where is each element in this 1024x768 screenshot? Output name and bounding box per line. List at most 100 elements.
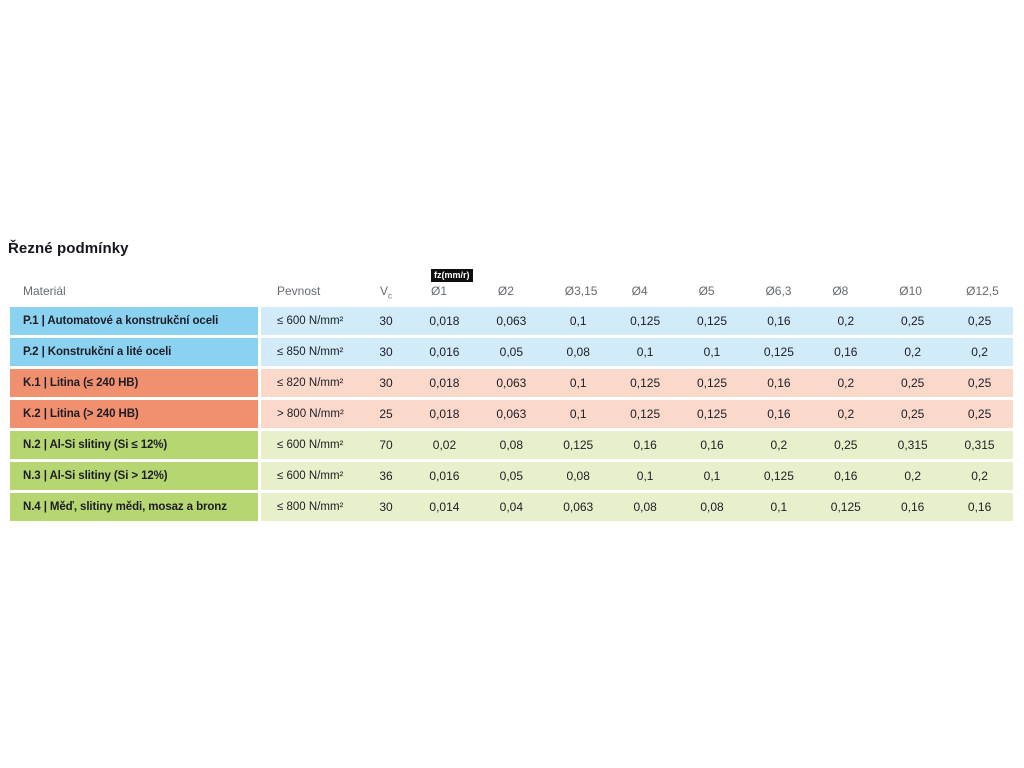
fz-value-cell: 0,014	[411, 493, 478, 521]
fz-value-cell: 0,2	[946, 462, 1014, 490]
fz-value-cell: 0,125	[611, 400, 679, 428]
header-diameter-label: Ø8	[832, 284, 849, 298]
fz-value-cell: 0,2	[812, 307, 880, 335]
header-diameter-label: Ø3,15	[564, 284, 598, 298]
fz-value-cell: 0,125	[611, 307, 679, 335]
header-diameter-5: Ø5	[679, 284, 746, 298]
header-vc: Vc	[361, 284, 411, 301]
fz-value-cell: 0,1	[678, 338, 746, 366]
fz-value-cell: 0,25	[879, 307, 947, 335]
fz-value-cell: 0,16	[812, 462, 880, 490]
column-gap	[258, 462, 261, 490]
pevnost-cell: ≤ 600 N/mm²	[261, 462, 361, 490]
pevnost-cell: ≤ 800 N/mm²	[261, 493, 361, 521]
column-gap	[258, 369, 261, 397]
fz-value-cell: 0,25	[879, 400, 947, 428]
header-diameter-label: Ø4	[631, 284, 648, 298]
header-material: Materiál	[23, 284, 66, 298]
header-diameter-label: Ø6,3	[765, 284, 792, 298]
vc-cell: 30	[361, 307, 411, 335]
column-gap	[258, 493, 261, 521]
fz-value-cell: 0,1	[611, 462, 679, 490]
cutting-conditions-table: Materiál Pevnost Vc fz(mm/r) Ø1 Ø2 Ø3,15 Ø4 Ø…	[10, 267, 1014, 521]
column-gap	[258, 307, 261, 335]
table-row: K.2 | Litina (> 240 HB) > 800 N/mm² 25 0,01…	[10, 400, 1014, 428]
table-row: N.4 | Měď, slitiny mědi, mosaz a bronz ≤ …	[10, 493, 1014, 521]
fz-value-cell: 0,063	[477, 307, 545, 335]
pevnost-cell: > 800 N/mm²	[261, 400, 361, 428]
fz-value-cell: 0,016	[411, 462, 478, 490]
material-cell: K.2 | Litina (> 240 HB)	[10, 400, 258, 428]
table-body: P.1 | Automatové a konstrukční oceli ≤ 60…	[10, 307, 1014, 521]
fz-value-cell: 0,25	[812, 431, 880, 459]
column-gap	[258, 400, 261, 428]
fz-value-cell: 0,08	[678, 493, 746, 521]
fz-value-cell: 0,16	[812, 338, 880, 366]
fz-value-cell: 0,16	[745, 307, 813, 335]
material-cell: P.2 | Konstrukční a lité oceli	[10, 338, 258, 366]
header-diameter-4: Ø4	[612, 284, 679, 298]
fz-value-cell: 0,125	[745, 462, 813, 490]
material-cell: K.1 | Litina (≤ 240 HB)	[10, 369, 258, 397]
fz-value-cell: 0,16	[678, 431, 746, 459]
vc-cell: 25	[361, 400, 411, 428]
fz-value-cell: 0,05	[477, 462, 545, 490]
fz-value-cell: 0,125	[678, 369, 746, 397]
header-diameter-label: Ø2	[497, 284, 514, 298]
fz-value-cell: 0,125	[812, 493, 880, 521]
pevnost-cell: ≤ 600 N/mm²	[261, 307, 361, 335]
header-vc-subscript: c	[388, 291, 392, 301]
fz-value-cell: 0,1	[544, 307, 612, 335]
fz-value-cell: 0,125	[544, 431, 612, 459]
table-row: N.2 | Al-Si slitiny (Si ≤ 12%) ≤ 600 N/mm…	[10, 431, 1014, 459]
vc-cell: 36	[361, 462, 411, 490]
fz-value-cell: 0,018	[411, 400, 478, 428]
header-diameter-1: fz(mm/r) Ø1	[411, 268, 478, 298]
fz-value-cell: 0,25	[946, 307, 1014, 335]
fz-value-cell: 0,1	[611, 338, 679, 366]
fz-value-cell: 0,16	[946, 493, 1014, 521]
fz-value-cell: 0,1	[745, 493, 813, 521]
fz-value-cell: 0,1	[544, 369, 612, 397]
fz-value-cell: 0,08	[544, 338, 612, 366]
fz-value-cell: 0,1	[544, 400, 612, 428]
pevnost-cell: ≤ 820 N/mm²	[261, 369, 361, 397]
fz-value-cell: 0,2	[812, 369, 880, 397]
fz-value-cell: 0,08	[544, 462, 612, 490]
fz-value-cell: 0,25	[879, 369, 947, 397]
column-gap	[258, 431, 261, 459]
header-diameter-label: Ø5	[698, 284, 715, 298]
table-row: P.1 | Automatové a konstrukční oceli ≤ 60…	[10, 307, 1014, 335]
fz-value-cell: 0,018	[411, 307, 478, 335]
fz-value-cell: 0,16	[745, 369, 813, 397]
table-header-row: Materiál Pevnost Vc fz(mm/r) Ø1 Ø2 Ø3,15 Ø4 Ø…	[10, 267, 1013, 304]
fz-unit-badge: fz(mm/r)	[431, 268, 473, 282]
material-cell: N.4 | Měď, slitiny mědi, mosaz a bronz	[10, 493, 258, 521]
material-cell: N.3 | Al-Si slitiny (Si > 12%)	[10, 462, 258, 490]
fz-value-cell: 0,16	[879, 493, 947, 521]
table-row: K.1 | Litina (≤ 240 HB) ≤ 820 N/mm² 30 0,01…	[10, 369, 1014, 397]
fz-value-cell: 0,05	[477, 338, 545, 366]
header-diameter-label: Ø12,5	[966, 284, 999, 298]
vc-cell: 30	[361, 493, 411, 521]
header-diameter-7: Ø8	[812, 284, 879, 298]
header-diameter-2: Ø2	[478, 284, 545, 298]
vc-cell: 30	[361, 369, 411, 397]
fz-value-cell: 0,04	[477, 493, 545, 521]
fz-value-cell: 0,2	[946, 338, 1014, 366]
table-row: P.2 | Konstrukční a lité oceli ≤ 850 N/mm…	[10, 338, 1014, 366]
fz-value-cell: 0,25	[946, 400, 1014, 428]
fz-value-cell: 0,125	[678, 400, 746, 428]
fz-value-cell: 0,2	[879, 462, 947, 490]
header-pevnost: Pevnost	[277, 284, 321, 298]
vc-cell: 30	[361, 338, 411, 366]
pevnost-cell: ≤ 600 N/mm²	[261, 431, 361, 459]
fz-value-cell: 0,2	[879, 338, 947, 366]
fz-value-cell: 0,063	[477, 400, 545, 428]
fz-value-cell: 0,125	[611, 369, 679, 397]
header-diameter-3: Ø3,15	[545, 284, 612, 298]
fz-value-cell: 0,2	[812, 400, 880, 428]
fz-value-cell: 0,16	[611, 431, 679, 459]
pevnost-cell: ≤ 850 N/mm²	[261, 338, 361, 366]
fz-value-cell: 0,018	[411, 369, 478, 397]
